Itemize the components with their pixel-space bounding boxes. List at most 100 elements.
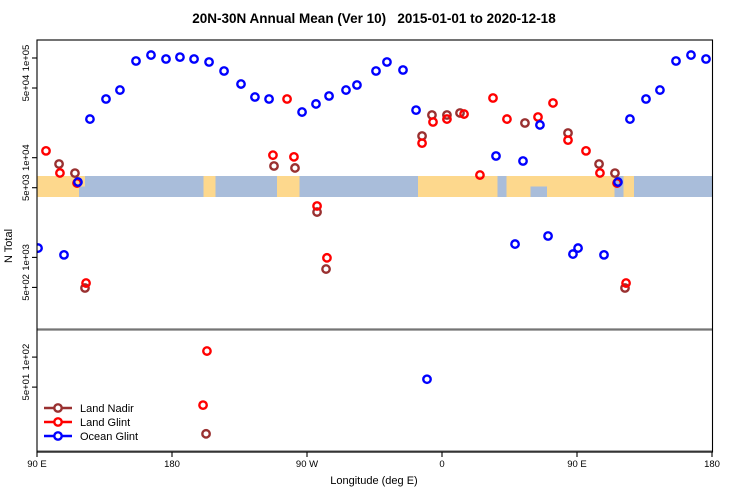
map-band-land: [418, 176, 615, 197]
data-point-ocean-glint: [510, 239, 520, 249]
data-point-ocean-glint: [382, 57, 392, 67]
data-point-land-nadir: [312, 207, 322, 217]
data-point-ocean-glint: [543, 231, 553, 241]
data-point-ocean-glint: [701, 54, 711, 64]
data-point-land-glint: [312, 201, 322, 211]
data-point-ocean-glint: [85, 114, 95, 124]
data-point-land-glint: [621, 278, 631, 288]
legend-marker-ocean-glint: [53, 431, 63, 441]
data-point-land-nadir: [594, 159, 604, 169]
data-point-land-glint: [502, 114, 512, 124]
data-point-ocean-glint: [146, 50, 156, 60]
map-band-ocean-notch: [497, 176, 507, 197]
y-tick-label: 1e+04: [21, 144, 32, 171]
x-tick-label: 90 E: [27, 459, 47, 470]
data-point-ocean-glint: [671, 56, 681, 66]
map-band: [37, 176, 713, 197]
data-point-ocean-glint: [175, 52, 185, 63]
data-point-land-glint: [268, 150, 278, 161]
x-tick-label: 0: [439, 459, 444, 470]
y-tick-label: 1e+02: [21, 344, 32, 371]
data-point-ocean-glint: [422, 374, 432, 385]
data-point-ocean-glint: [411, 105, 421, 116]
data-point-ocean-glint: [73, 177, 83, 187]
legend-item-land-nadir: Land Nadir: [44, 403, 134, 415]
x-tick-label: 180: [164, 459, 180, 470]
map-band-ocean-notch: [79, 186, 88, 197]
data-point-land-nadir: [610, 168, 620, 179]
data-point-ocean-glint: [641, 94, 651, 104]
data-point-land-glint: [442, 114, 452, 124]
y-tick-label: 5e+04: [21, 75, 32, 102]
map-band-land: [623, 176, 634, 197]
data-point-land-glint: [202, 346, 212, 356]
legend-marker-land-glint: [53, 417, 63, 427]
map-band-land: [203, 176, 216, 197]
data-point-land-nadir: [201, 428, 211, 439]
legend: Land Nadir Land Glint Ocean Glint: [44, 403, 138, 443]
data-point-land-glint: [428, 117, 438, 127]
legend-marker-land-nadir: [53, 403, 63, 413]
y-axis-label: N Total: [3, 229, 15, 263]
map-band-land: [277, 176, 300, 197]
data-point-land-glint: [289, 151, 299, 162]
data-point-land-glint: [322, 252, 332, 263]
y-tick-label: 5e+02: [21, 274, 32, 301]
data-point-land-glint: [563, 135, 573, 146]
data-point-ocean-glint: [37, 243, 43, 253]
data-point-land-glint: [198, 400, 208, 411]
data-point-land-nadir: [321, 264, 331, 274]
data-point-land-glint: [81, 278, 91, 288]
legend-label-land-nadir: Land Nadir: [80, 403, 134, 415]
data-point-ocean-glint: [311, 99, 321, 109]
y-tick-label: 5e+03: [21, 174, 32, 201]
axis-ticks: 90 E 180 90 W 0 90 E 180 1e+05 5e+04 1e+04 5e+03 1…: [21, 45, 720, 470]
data-point-ocean-glint: [352, 80, 362, 90]
data-point-land-nadir: [520, 118, 530, 128]
data-point-ocean-glint: [535, 120, 545, 130]
data-point-land-glint: [41, 146, 51, 156]
separator-lines: [37, 328, 713, 453]
data-point-ocean-glint: [655, 85, 665, 95]
data-point-ocean-glint: [686, 50, 696, 60]
data-point-ocean-glint: [59, 249, 69, 260]
data-point-land-glint: [459, 109, 469, 119]
legend-item-ocean-glint: Ocean Glint: [44, 431, 138, 443]
data-point-ocean-glint: [568, 249, 578, 259]
data-point-ocean-glint: [131, 56, 141, 66]
data-point-ocean-glint: [264, 94, 274, 104]
x-tick-label: 90 E: [567, 459, 587, 470]
data-point-ocean-glint: [625, 114, 635, 124]
map-band-ocean-notch: [530, 186, 547, 197]
data-point-land-nadir: [70, 168, 80, 179]
data-point-land-glint: [488, 93, 498, 103]
y-tick-label: 1e+05: [21, 45, 32, 72]
y-tick-label: 1e+03: [21, 244, 32, 271]
data-point-ocean-glint: [101, 94, 111, 104]
data-point-ocean-glint: [324, 91, 334, 101]
data-point-land-glint: [282, 94, 292, 104]
data-point-ocean-glint: [341, 85, 351, 95]
data-point-ocean-glint: [297, 107, 307, 117]
data-point-land-glint: [548, 98, 558, 108]
legend-label-land-glint: Land Glint: [80, 417, 130, 429]
data-point-ocean-glint: [613, 177, 623, 187]
data-point-ocean-glint: [115, 85, 125, 95]
data-point-ocean-glint: [599, 249, 609, 260]
data-point-land-nadir: [290, 163, 300, 173]
data-point-land-nadir: [620, 283, 630, 293]
data-point-land-glint: [595, 168, 605, 178]
y-tick-label: 5e+01: [21, 374, 32, 401]
data-point-land-nadir: [442, 110, 452, 120]
data-point-ocean-glint: [573, 243, 583, 253]
data-point-ocean-glint: [371, 66, 381, 76]
data-point-ocean-glint: [398, 65, 408, 75]
chart-title: 20N-30N Annual Mean (Ver 10) 2015-01-01 …: [192, 11, 556, 26]
data-point-ocean-glint: [250, 92, 260, 102]
plot-border: [36, 39, 714, 453]
data-point-ocean-glint: [491, 151, 501, 161]
data-point-ocean-glint: [204, 57, 214, 67]
data-point-ocean-glint: [219, 66, 229, 76]
data-point-land-glint: [533, 112, 543, 122]
